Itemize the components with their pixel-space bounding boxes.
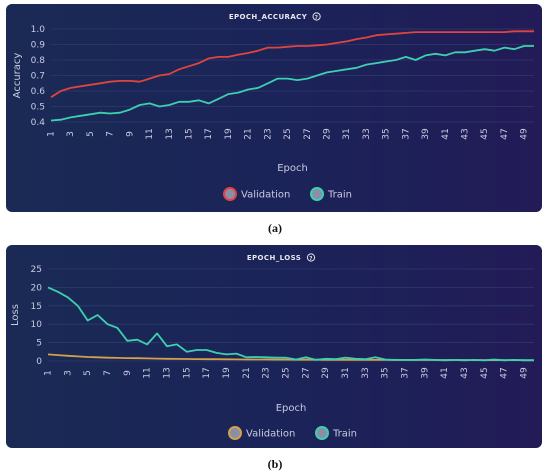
x-tick-label: 15 <box>182 367 192 378</box>
help-icon-glyph: ? <box>309 256 313 262</box>
x-tick-label: 43 <box>460 367 470 378</box>
series-line-train <box>47 286 534 362</box>
y-tick-label: 0.6 <box>31 87 46 97</box>
y-tick-label: 10 <box>31 320 43 330</box>
x-tick-label: 9 <box>125 131 135 137</box>
caption-a: (a) <box>268 221 282 235</box>
x-tick-label: 17 <box>202 367 212 378</box>
x-tick-label: 41 <box>441 128 451 139</box>
legend-marker-validation <box>223 187 237 201</box>
chart-title: EPOCH_LOSS <box>247 254 301 262</box>
x-axis-label: Epoch <box>276 403 307 414</box>
accuracy-chart: EPOCH_ACCURACY ?1.00.90.80.70.60.50.41 3 5 7… <box>12 12 534 201</box>
x-tick-label: 31 <box>341 367 351 378</box>
x-tick-label: 1 <box>47 131 57 137</box>
help-circle-icon <box>306 253 316 262</box>
x-tick-label: 23 <box>263 128 273 139</box>
x-tick-label: 23 <box>262 367 272 378</box>
y-tick-label: 0.7 <box>31 72 45 82</box>
x-tick-label: 3 <box>63 370 73 376</box>
legend-marker-train <box>315 426 329 440</box>
x-tick-label: 33 <box>362 128 372 139</box>
x-tick-label: 33 <box>361 367 371 378</box>
x-tick-label: 19 <box>224 128 234 140</box>
x-tick-label: 7 <box>103 370 113 376</box>
help-circle-icon <box>312 12 321 21</box>
legend-label-train: Train <box>327 190 352 201</box>
x-tick-label: 27 <box>303 128 313 139</box>
legend-label-train: Train <box>332 429 357 440</box>
x-tick-label: 41 <box>440 367 450 378</box>
x-tick-label: 5 <box>83 370 93 376</box>
x-tick-label: 39 <box>420 367 430 379</box>
x-tick-label: 13 <box>165 128 175 139</box>
y-axis-label: Loss <box>10 304 21 326</box>
x-tick-label: 15 <box>185 128 195 139</box>
x-tick-label: 17 <box>204 128 214 139</box>
legend-marker-train <box>310 187 324 201</box>
x-tick-label: 29 <box>323 128 333 140</box>
y-tick-label: 0.4 <box>31 118 46 128</box>
y-tick-label: 1.0 <box>31 25 46 35</box>
accuracy-chart-panel: EPOCH_ACCURACY? 1.0 0.9 0.8 0.7 0.6 0.5 0.4 1 3 5 7… <box>6 4 542 212</box>
x-axis-label: Epoch <box>277 163 308 174</box>
x-tick-label: 37 <box>401 128 411 139</box>
series-line-validation <box>50 30 534 98</box>
x-tick-label: 43 <box>461 128 471 139</box>
y-axis-label: Accuracy <box>12 53 23 99</box>
x-tick-label: 11 <box>145 128 155 139</box>
x-tick-label: 47 <box>500 367 510 378</box>
y-tick-label: 15 <box>31 302 42 312</box>
chart-title: EPOCH_ACCURACY <box>229 13 308 21</box>
help-icon-glyph: ? <box>315 15 319 21</box>
x-tick-label: 35 <box>382 128 392 139</box>
caption-b: (b) <box>267 457 283 471</box>
x-tick-label: 27 <box>301 367 311 378</box>
x-tick-label: 7 <box>106 131 116 137</box>
series-line-train <box>50 45 534 122</box>
x-tick-label: 21 <box>242 367 252 378</box>
legend-marker-validation <box>228 426 242 440</box>
y-tick-label: 25 <box>31 265 42 275</box>
loss-chart-panel: EPOCH_LOSS? 25 20 15 10 5 0 1 3 5 7 9 11 13 15 17 19 21 23… <box>6 245 542 448</box>
x-tick-label: 49 <box>520 367 530 379</box>
y-tick-label: 0.8 <box>31 56 46 66</box>
legend-label-validation: Validation <box>241 190 290 201</box>
y-tick-label: 0.9 <box>31 41 46 51</box>
x-tick-label: 21 <box>244 128 254 139</box>
x-tick-label: 29 <box>321 367 331 379</box>
y-tick-label: 5 <box>36 339 42 349</box>
y-tick-label: 20 <box>31 283 43 293</box>
x-tick-label: 1 <box>44 370 54 376</box>
x-tick-label: 9 <box>123 370 133 376</box>
y-tick-label: 0.5 <box>31 103 45 113</box>
y-tick-label: 0 <box>36 357 42 367</box>
x-tick-label: 19 <box>222 367 232 379</box>
x-tick-label: 45 <box>480 367 490 378</box>
x-tick-label: 35 <box>381 367 391 378</box>
x-tick-label: 37 <box>401 367 411 378</box>
x-tick-label: 25 <box>283 128 293 139</box>
x-tick-label: 47 <box>500 128 510 139</box>
x-tick-label: 39 <box>421 128 431 140</box>
x-tick-label: 3 <box>66 131 76 137</box>
x-tick-label: 11 <box>143 367 153 378</box>
legend-label-validation: Validation <box>246 429 295 440</box>
x-tick-label: 25 <box>282 367 292 378</box>
x-tick-label: 5 <box>86 131 96 137</box>
x-tick-label: 31 <box>342 128 352 139</box>
x-tick-label: 49 <box>520 128 530 140</box>
x-tick-label: 45 <box>480 128 490 139</box>
x-tick-label: 13 <box>163 367 173 378</box>
